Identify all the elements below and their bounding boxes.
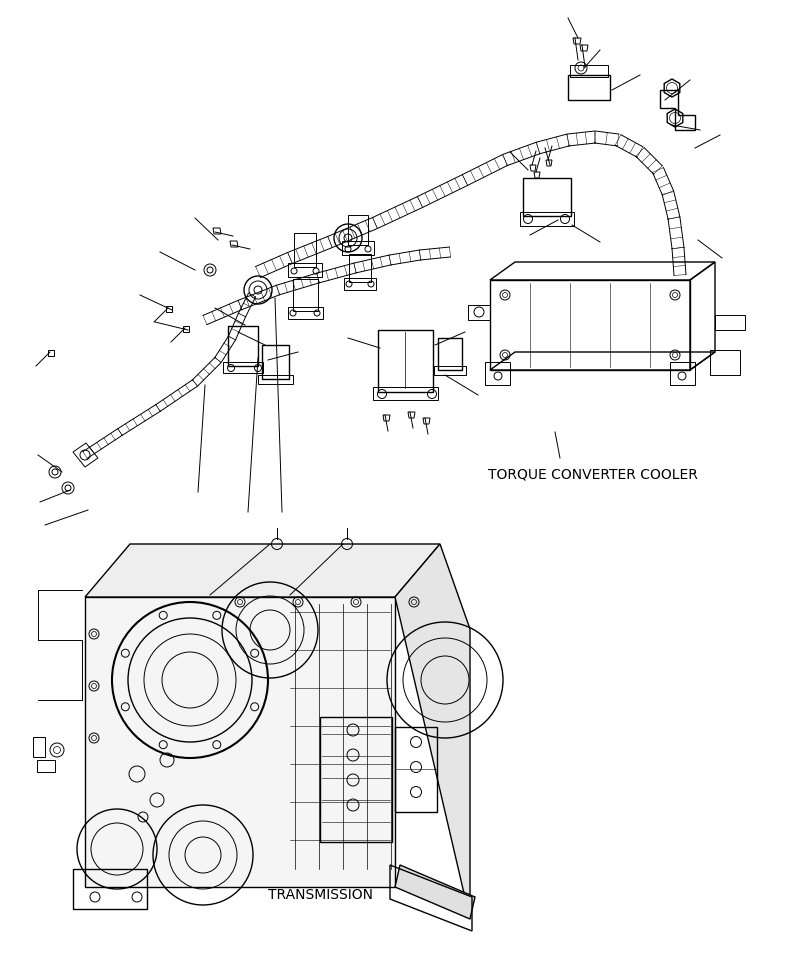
Text: TRANSMISSION: TRANSMISSION bbox=[268, 888, 373, 902]
Bar bbox=[434, 366, 466, 375]
Bar bbox=[344, 278, 376, 290]
Polygon shape bbox=[85, 597, 395, 887]
Bar bbox=[520, 212, 574, 226]
Bar bbox=[395, 727, 437, 812]
Bar bbox=[320, 717, 392, 842]
Bar bbox=[293, 279, 318, 311]
Bar bbox=[523, 178, 571, 216]
Bar bbox=[570, 65, 608, 77]
Bar bbox=[288, 307, 323, 319]
Bar bbox=[373, 387, 438, 400]
Bar bbox=[378, 330, 433, 392]
Polygon shape bbox=[85, 544, 440, 597]
Bar bbox=[228, 326, 258, 366]
Bar bbox=[568, 75, 610, 100]
Polygon shape bbox=[395, 544, 470, 919]
Bar bbox=[258, 375, 293, 384]
Bar bbox=[349, 254, 371, 282]
Text: TORQUE CONVERTER COOLER: TORQUE CONVERTER COOLER bbox=[488, 468, 698, 482]
Polygon shape bbox=[395, 865, 475, 919]
Bar bbox=[438, 338, 462, 370]
Bar bbox=[262, 345, 289, 379]
Bar bbox=[37, 760, 55, 772]
Bar bbox=[223, 362, 263, 373]
